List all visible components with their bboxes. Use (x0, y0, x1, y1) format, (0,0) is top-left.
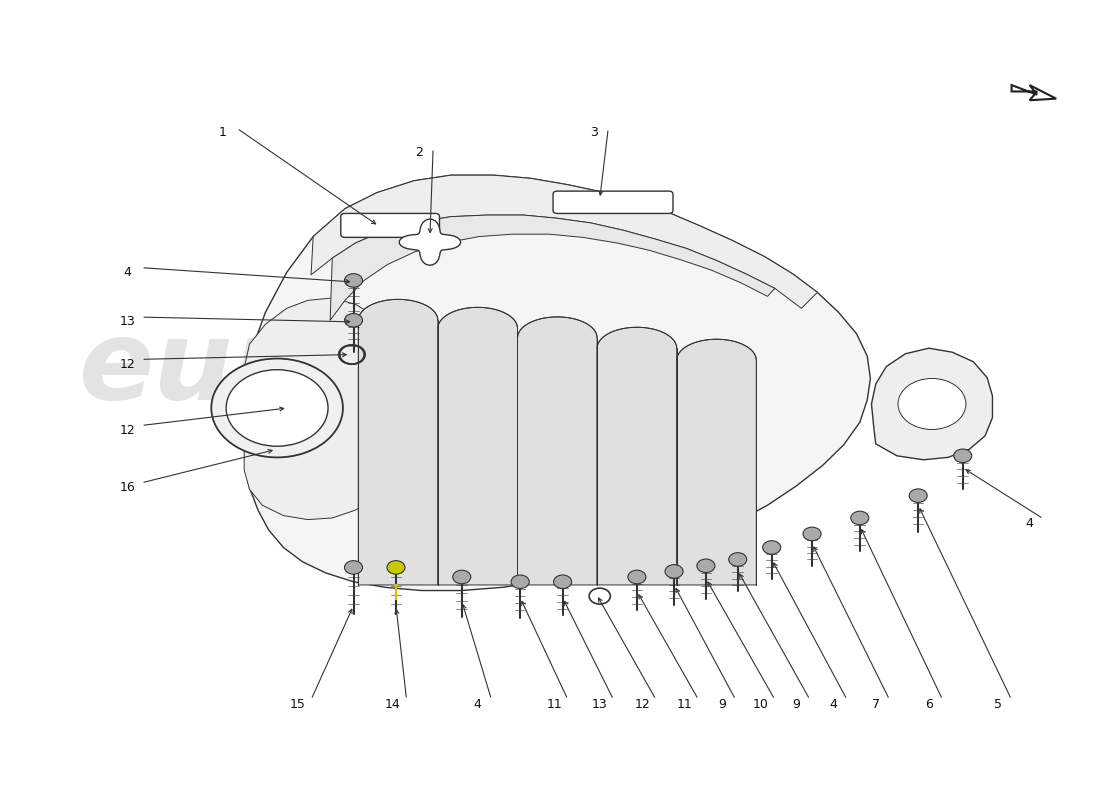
Polygon shape (359, 299, 438, 585)
Text: 4: 4 (474, 698, 482, 711)
Polygon shape (330, 215, 774, 320)
Text: 4: 4 (829, 698, 837, 711)
Text: 12: 12 (120, 424, 135, 437)
Text: 9: 9 (718, 698, 726, 711)
Polygon shape (244, 298, 387, 519)
Text: 3: 3 (591, 126, 598, 139)
Circle shape (954, 449, 971, 462)
Polygon shape (311, 175, 817, 308)
Polygon shape (597, 327, 676, 585)
Text: 12: 12 (635, 698, 650, 711)
Polygon shape (871, 348, 992, 460)
Polygon shape (1012, 85, 1056, 100)
Text: 7: 7 (871, 698, 880, 711)
Circle shape (728, 553, 747, 566)
Circle shape (512, 575, 529, 589)
Circle shape (666, 565, 683, 578)
Text: 11: 11 (676, 698, 693, 711)
Polygon shape (399, 219, 461, 266)
Circle shape (387, 561, 405, 574)
Circle shape (227, 370, 328, 446)
Polygon shape (438, 307, 517, 585)
Text: 1: 1 (219, 126, 227, 139)
Polygon shape (244, 175, 870, 590)
Circle shape (697, 559, 715, 573)
Text: 11: 11 (547, 698, 562, 711)
Polygon shape (676, 339, 757, 585)
FancyBboxPatch shape (553, 191, 673, 214)
Polygon shape (517, 317, 597, 585)
Circle shape (344, 561, 363, 574)
Circle shape (553, 575, 572, 589)
Text: 6: 6 (925, 698, 933, 711)
Circle shape (898, 378, 966, 430)
Text: 2: 2 (416, 146, 424, 159)
Text: 4: 4 (123, 266, 131, 279)
Text: 15: 15 (289, 698, 305, 711)
Text: 13: 13 (592, 698, 607, 711)
Circle shape (628, 570, 646, 584)
Text: 12: 12 (120, 358, 135, 370)
Circle shape (762, 541, 781, 554)
Circle shape (344, 314, 363, 327)
Circle shape (211, 358, 343, 458)
Circle shape (910, 489, 927, 502)
Circle shape (850, 511, 869, 525)
Text: 13: 13 (120, 315, 135, 328)
Text: 9: 9 (792, 698, 800, 711)
Circle shape (453, 570, 471, 584)
Circle shape (344, 274, 363, 287)
FancyBboxPatch shape (341, 214, 440, 238)
Text: 16: 16 (120, 481, 135, 494)
Text: eurospares: eurospares (79, 314, 781, 422)
Text: 10: 10 (754, 698, 769, 711)
Text: 14: 14 (385, 698, 400, 711)
Text: 5: 5 (993, 698, 1002, 711)
Circle shape (803, 527, 821, 541)
Text: a passion for parts since 1985: a passion for parts since 1985 (379, 484, 757, 508)
Text: 4: 4 (1025, 517, 1034, 530)
